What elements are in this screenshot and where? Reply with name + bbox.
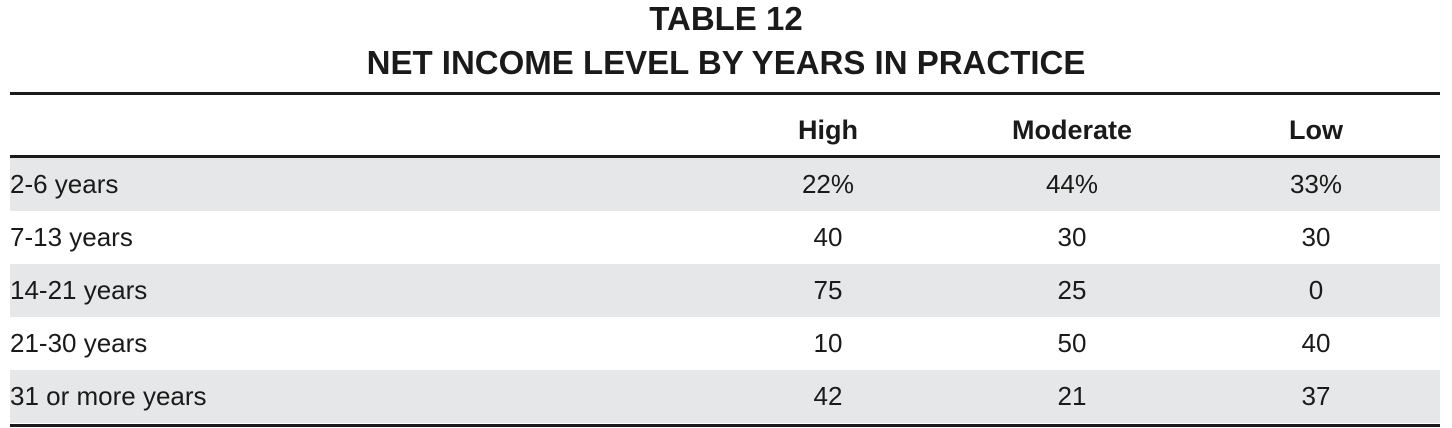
table-row: 2-6 years 22% 44% 33% bbox=[10, 158, 1440, 211]
table-row: 14-21 years 75 25 0 bbox=[10, 264, 1440, 317]
row-label: 7-13 years bbox=[10, 222, 133, 252]
cell-low: 30 bbox=[1301, 222, 1331, 252]
cell-low: 37 bbox=[1301, 381, 1331, 411]
header-rule bbox=[10, 155, 1440, 158]
row-label: 14-21 years bbox=[10, 275, 148, 305]
cell-moderate: 21 bbox=[1057, 381, 1087, 411]
table-row: 7-13 years 40 30 30 bbox=[10, 211, 1440, 264]
cell-low: 33% bbox=[1289, 169, 1343, 199]
cell-high: 22% bbox=[801, 169, 855, 199]
column-header-moderate: Moderate bbox=[1011, 115, 1133, 145]
cell-high: 10 bbox=[813, 328, 843, 358]
cell-moderate: 30 bbox=[1057, 222, 1087, 252]
table-header-row: High Moderate Low bbox=[10, 95, 1440, 156]
top-rule bbox=[10, 92, 1440, 95]
table-row: 31 or more years 42 21 37 bbox=[10, 370, 1440, 423]
table-number: TABLE 12 bbox=[649, 0, 803, 37]
table-caption: NET INCOME LEVEL BY YEARS IN PRACTICE bbox=[366, 44, 1086, 81]
cell-low: 40 bbox=[1301, 328, 1331, 358]
cell-high: 40 bbox=[813, 222, 843, 252]
bottom-rule bbox=[10, 424, 1440, 427]
cell-low: 0 bbox=[1308, 275, 1324, 305]
row-label: 31 or more years bbox=[10, 381, 207, 411]
cell-moderate: 50 bbox=[1057, 328, 1087, 358]
column-header-high: High bbox=[798, 115, 858, 145]
table-body: 2-6 years 22% 44% 33% 7-13 years 40 30 3… bbox=[10, 158, 1440, 423]
cell-high: 75 bbox=[813, 275, 843, 305]
table-row: 21-30 years 10 50 40 bbox=[10, 317, 1440, 370]
row-label: 21-30 years bbox=[10, 328, 148, 358]
cell-high: 42 bbox=[813, 381, 843, 411]
column-header-low: Low bbox=[1289, 115, 1343, 145]
table-title: TABLE 12 NET INCOME LEVEL BY YEARS IN PR… bbox=[0, 0, 1452, 85]
row-label: 2-6 years bbox=[10, 169, 119, 199]
cell-moderate: 44% bbox=[1045, 169, 1099, 199]
cell-moderate: 25 bbox=[1057, 275, 1087, 305]
